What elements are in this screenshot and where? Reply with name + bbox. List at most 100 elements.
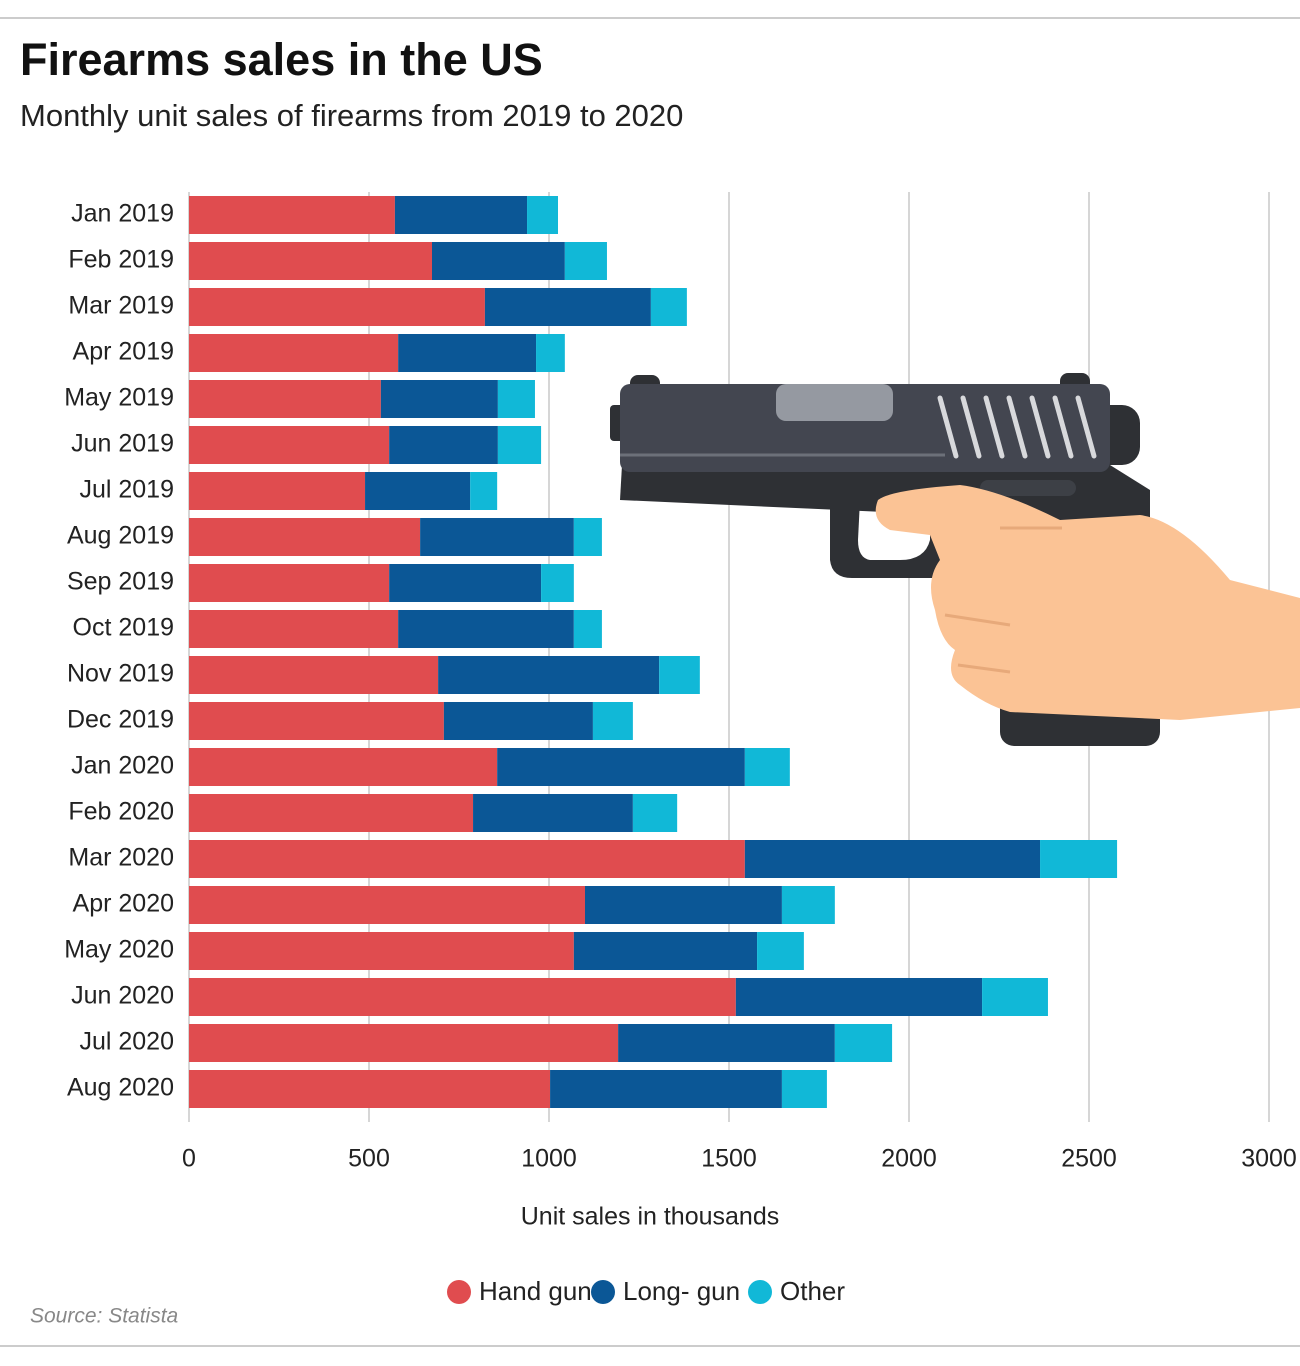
y-tick-label: Sep 2019 bbox=[67, 568, 174, 596]
bar-segment bbox=[380, 380, 498, 418]
legend-label: Long- gun bbox=[623, 1276, 740, 1306]
bar-segment bbox=[189, 426, 390, 464]
bar-segment bbox=[497, 380, 535, 418]
x-tick-label: 2500 bbox=[1061, 1145, 1117, 1173]
bar-segment bbox=[189, 518, 421, 556]
y-tick-label: Feb 2020 bbox=[68, 798, 174, 826]
bar-segment bbox=[1040, 840, 1118, 878]
y-tick-label: Dec 2019 bbox=[67, 706, 174, 734]
legend-swatch bbox=[447, 1280, 471, 1304]
bar-segment bbox=[585, 886, 782, 924]
bar-segment bbox=[189, 886, 585, 924]
bar-segment bbox=[432, 242, 565, 280]
bar-segment bbox=[189, 840, 745, 878]
x-tick-label: 3000 bbox=[1241, 1145, 1297, 1173]
x-tick-label: 500 bbox=[348, 1145, 390, 1173]
bar-segment bbox=[484, 288, 651, 326]
bar-segment bbox=[398, 334, 537, 372]
bar-segment bbox=[189, 748, 498, 786]
x-axis-title: Unit sales in thousands bbox=[521, 1203, 779, 1231]
bar-segment bbox=[189, 472, 366, 510]
legend-label: Other bbox=[780, 1276, 845, 1306]
bar-segment bbox=[541, 564, 574, 602]
bar-segment bbox=[744, 748, 790, 786]
bar-segment bbox=[497, 748, 745, 786]
bar-segment bbox=[389, 564, 542, 602]
y-tick-label: Apr 2019 bbox=[73, 338, 174, 366]
bar-segment bbox=[781, 886, 835, 924]
bar-segment bbox=[189, 242, 432, 280]
bar-segment bbox=[757, 932, 804, 970]
bar-segment bbox=[982, 978, 1048, 1016]
bar-segment bbox=[550, 1070, 782, 1108]
legend-label: Hand gun bbox=[479, 1276, 592, 1306]
bar-segment bbox=[420, 518, 574, 556]
bar-segment bbox=[189, 1070, 551, 1108]
bar-segment bbox=[632, 794, 678, 832]
bar-segment bbox=[189, 932, 574, 970]
x-tick-label: 1500 bbox=[701, 1145, 757, 1173]
bar-segment bbox=[564, 242, 607, 280]
bar-segment bbox=[189, 196, 395, 234]
bar-segment bbox=[573, 610, 602, 648]
y-tick-label: Apr 2020 bbox=[73, 890, 174, 918]
source: Source: Statista bbox=[30, 1305, 178, 1328]
bar-segment bbox=[735, 978, 983, 1016]
bar-segment bbox=[189, 334, 399, 372]
bar-segment bbox=[592, 702, 633, 740]
bar-segment bbox=[189, 564, 390, 602]
y-tick-label: Nov 2019 bbox=[67, 660, 174, 688]
bar-segment bbox=[527, 196, 558, 234]
bar-segment bbox=[781, 1070, 827, 1108]
bar-segment bbox=[443, 702, 593, 740]
y-tick-label: Oct 2019 bbox=[73, 614, 174, 642]
y-tick-label: Jan 2019 bbox=[71, 200, 174, 228]
y-tick-label: Jun 2020 bbox=[71, 982, 174, 1010]
bar-segment bbox=[573, 518, 602, 556]
y-tick-label: May 2020 bbox=[64, 936, 174, 964]
y-tick-label: Jun 2019 bbox=[71, 430, 174, 458]
y-tick-label: Jan 2020 bbox=[71, 752, 174, 780]
bar-segment bbox=[536, 334, 565, 372]
bar-segment bbox=[189, 380, 381, 418]
bar-segment bbox=[189, 288, 485, 326]
bar-segment bbox=[618, 1024, 835, 1062]
y-tick-label: Jul 2020 bbox=[79, 1028, 174, 1056]
chart-subtitle: Monthly unit sales of firearms from 2019… bbox=[20, 98, 683, 133]
bar-segment bbox=[189, 794, 474, 832]
x-tick-label: 1000 bbox=[521, 1145, 577, 1173]
bar-segment bbox=[470, 472, 498, 510]
bar-segment bbox=[834, 1024, 893, 1062]
bar-segment bbox=[650, 288, 687, 326]
bar-segment bbox=[189, 978, 736, 1016]
legend-swatch bbox=[591, 1280, 615, 1304]
bar-segment bbox=[398, 610, 574, 648]
y-tick-label: Mar 2020 bbox=[68, 844, 174, 872]
y-tick-label: Jul 2019 bbox=[79, 476, 174, 504]
y-tick-label: Feb 2019 bbox=[68, 246, 174, 274]
bar-segment bbox=[389, 426, 498, 464]
bar-segment bbox=[744, 840, 1041, 878]
x-tick-label: 2000 bbox=[881, 1145, 937, 1173]
bar-segment bbox=[497, 426, 542, 464]
bar-segment bbox=[189, 1024, 619, 1062]
bar-segment bbox=[189, 702, 444, 740]
x-tick-label: 0 bbox=[182, 1145, 196, 1173]
bar-segment bbox=[473, 794, 633, 832]
bar-segment bbox=[659, 656, 700, 694]
legend-swatch bbox=[748, 1280, 772, 1304]
bar-segment bbox=[394, 196, 528, 234]
plot: 0 500 1000 1500 2000 2500 3000 Jan 2019 Feb 2019… bbox=[64, 192, 1297, 1306]
y-tick-label: Aug 2020 bbox=[67, 1074, 174, 1102]
bar-segment bbox=[189, 656, 439, 694]
bar-segment bbox=[573, 932, 758, 970]
bar-segment bbox=[365, 472, 471, 510]
gun-illustration bbox=[610, 373, 1300, 746]
chart-title: Firearms sales in the US bbox=[20, 34, 543, 85]
bar-segment bbox=[438, 656, 660, 694]
y-tick-label: May 2019 bbox=[64, 384, 174, 412]
bar-segment bbox=[189, 610, 399, 648]
y-tick-label: Mar 2019 bbox=[68, 292, 174, 320]
y-tick-label: Aug 2019 bbox=[67, 522, 174, 550]
